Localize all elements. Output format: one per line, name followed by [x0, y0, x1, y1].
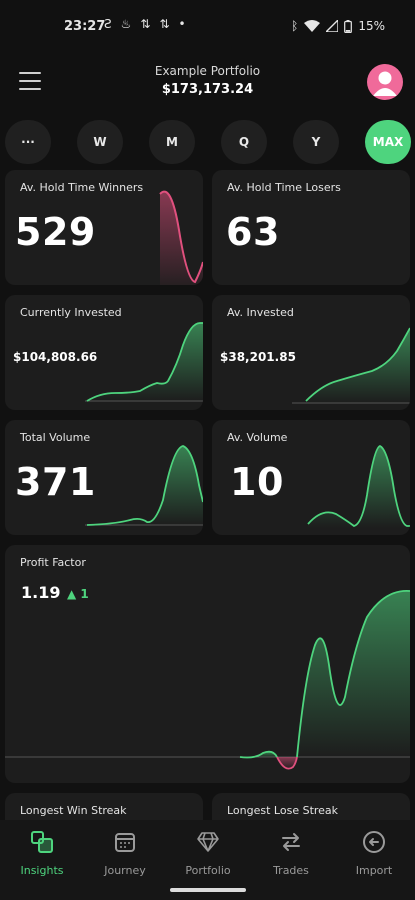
nav-label: Insights [20, 864, 64, 877]
period-selector: ··· W M Q Y MAX [0, 120, 415, 164]
card-title: Total Volume [20, 431, 91, 444]
menu-icon[interactable] [19, 72, 41, 90]
nav-journey[interactable]: Journey [90, 830, 160, 877]
card-value: 63 [226, 210, 280, 254]
app-notification-icon: ⇅ [140, 17, 151, 31]
period-quarter-button[interactable]: Q [221, 120, 267, 164]
nav-label: Portfolio [185, 864, 231, 877]
battery-icon [344, 19, 353, 33]
card-title: Longest Lose Streak [227, 804, 339, 817]
nav-label: Journey [104, 864, 146, 877]
sparkline-chart [85, 322, 203, 402]
user-icon [373, 71, 397, 96]
avatar[interactable] [367, 64, 403, 100]
card-title: Av. Invested [227, 306, 294, 319]
swap-arrows-icon [282, 833, 300, 851]
card-title: Av. Hold Time Losers [227, 181, 341, 194]
period-custom-button[interactable]: ··· [5, 120, 51, 164]
app-notification-icon: ⇅ [159, 17, 170, 31]
calendar-icon [115, 833, 135, 852]
nav-trades[interactable]: Trades [256, 830, 326, 877]
card-title: Av. Hold Time Winners [20, 181, 144, 194]
currently-invested-card[interactable]: Currently Invested $104,808.66 [5, 295, 203, 410]
portfolio-name[interactable]: Example Portfolio [154, 64, 261, 78]
nav-portfolio[interactable]: Portfolio [173, 830, 243, 877]
card-value: 1.19 [21, 583, 61, 602]
period-max-button[interactable]: MAX [365, 120, 411, 164]
period-year-button[interactable]: Y [293, 120, 339, 164]
app-bar: Example Portfolio $173,173.24 [0, 52, 415, 112]
sparkline-chart [159, 190, 203, 285]
hold-time-winners-card[interactable]: Av. Hold Time Winners 529 [5, 170, 203, 285]
card-title: Longest Win Streak [20, 804, 127, 817]
av-volume-card[interactable]: Av. Volume 10 [212, 420, 410, 535]
app-notification-icon: Ƨ [104, 17, 112, 31]
more-notifications-icon: • [178, 17, 186, 31]
portfolio-value: $173,173.24 [161, 82, 254, 97]
card-title: Av. Volume [227, 431, 288, 444]
system-status: ᛒ 15% [291, 19, 385, 33]
change-indicator: ▲ 1 [67, 587, 89, 601]
card-value: $38,201.85 [220, 350, 296, 364]
card-value: 371 [15, 460, 96, 504]
sparkline-chart [85, 445, 203, 526]
sparkline-chart [292, 327, 410, 404]
profit-factor-chart [5, 590, 410, 770]
card-value: 529 [15, 210, 96, 254]
period-month-button[interactable]: M [149, 120, 195, 164]
bottom-navigation: Insights Journey Portfolio Trades Import [0, 820, 415, 900]
period-week-button[interactable]: W [77, 120, 123, 164]
app-notification-icon: ♨ [120, 17, 132, 31]
status-bar: 23:27 Ƨ ♨ ⇅ ⇅ • ᛒ 15% [0, 0, 415, 52]
notification-icons: Ƨ ♨ ⇅ ⇅ • [104, 17, 186, 31]
card-title: Profit Factor [20, 556, 86, 569]
status-time: 23:27 [64, 19, 106, 34]
profit-factor-card[interactable]: Profit Factor 1.19 ▲ 1 [5, 545, 410, 783]
wifi-icon [304, 20, 321, 32]
card-value: 10 [230, 460, 284, 504]
nav-label: Import [355, 864, 393, 877]
bluetooth-icon: ᛒ [291, 19, 299, 33]
av-invested-card[interactable]: Av. Invested $38,201.85 [212, 295, 410, 410]
card-title: Currently Invested [20, 306, 122, 319]
insights-icon [31, 831, 53, 853]
nav-label: Trades [273, 864, 309, 877]
import-icon [363, 831, 385, 853]
signal-icon [326, 20, 339, 32]
hold-time-losers-card[interactable]: Av. Hold Time Losers 63 [212, 170, 410, 285]
battery-level: 15% [358, 19, 385, 33]
total-volume-card[interactable]: Total Volume 371 [5, 420, 203, 535]
sparkline-chart [307, 445, 410, 528]
diamond-icon [197, 832, 219, 852]
nav-import[interactable]: Import [339, 830, 409, 877]
home-indicator[interactable] [170, 888, 246, 892]
card-value: $104,808.66 [13, 350, 98, 364]
nav-insights[interactable]: Insights [7, 830, 77, 877]
